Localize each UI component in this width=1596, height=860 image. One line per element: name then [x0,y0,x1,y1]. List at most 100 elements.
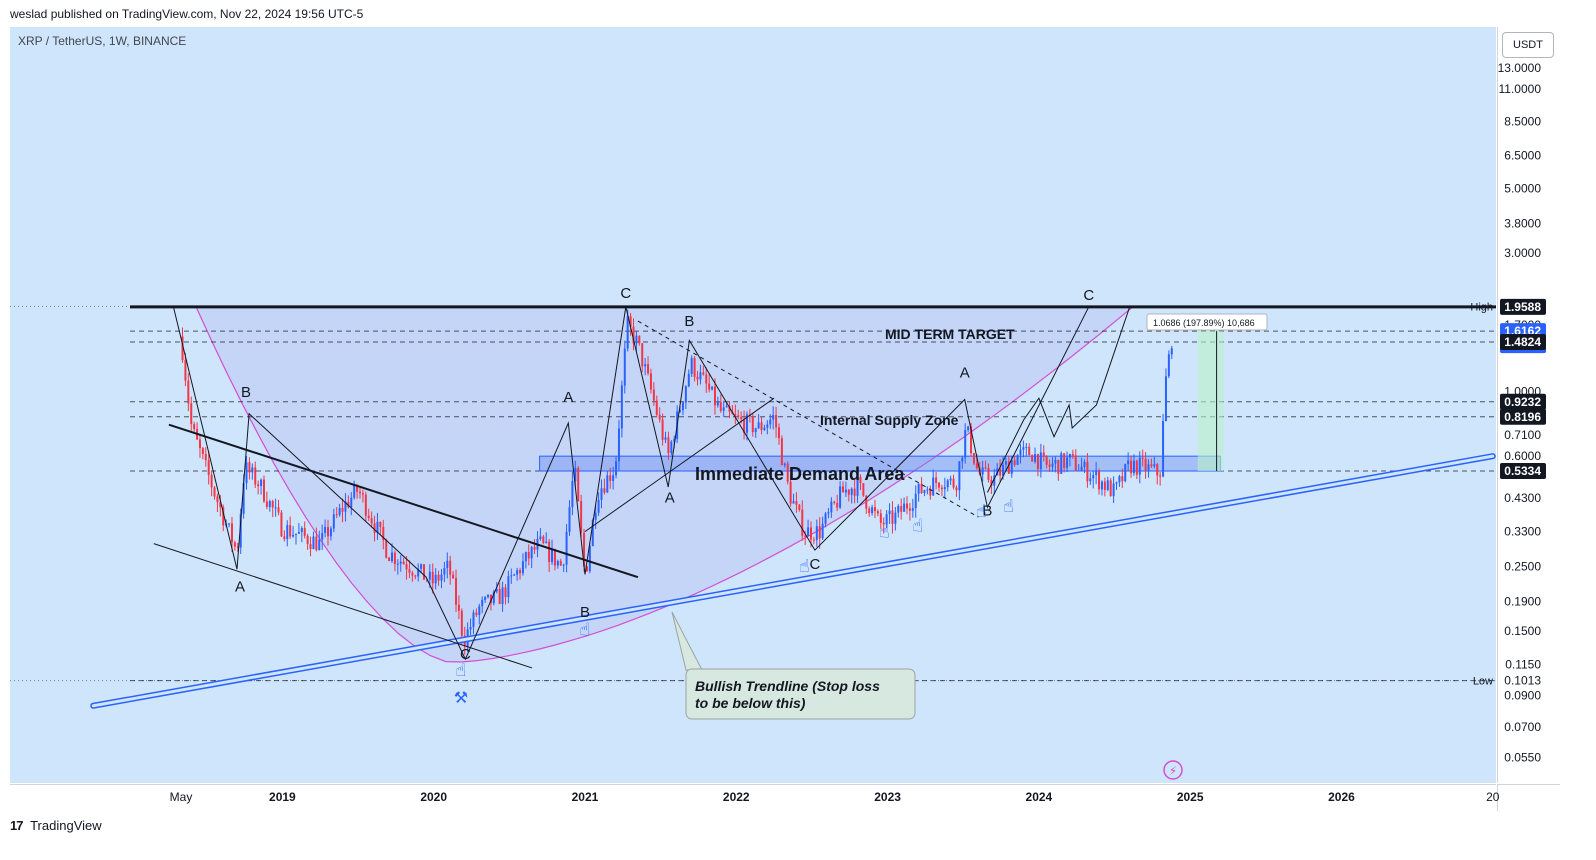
price-tick-label: 0.2500 [1504,560,1541,574]
candle [367,515,370,519]
candle [1127,460,1130,465]
candle [588,545,591,572]
candle [184,360,187,381]
candle [908,508,911,511]
candle [1031,455,1034,462]
candle [597,499,600,513]
wave-label: B [982,502,992,519]
price-tag: Low [1473,676,1493,688]
candle [210,475,213,488]
candle [487,594,490,598]
candle [239,513,242,548]
candle [321,532,324,540]
candle [1083,461,1086,467]
candle [315,536,318,551]
currency-button[interactable]: USDT [1502,32,1554,58]
candle [190,403,193,425]
price-tick-label: 0.7100 [1504,428,1541,442]
candle [594,512,597,520]
candle [294,533,297,535]
candle [565,531,568,565]
candle [868,508,871,514]
candle [734,414,737,416]
candle [1135,460,1138,475]
candle [702,372,705,375]
candle [740,416,743,420]
candle [358,491,361,494]
candle [839,486,842,508]
price-tick-label: 0.0550 [1504,751,1541,765]
candle [1106,480,1109,491]
time-tick-label: 2025 [1177,790,1204,804]
candle [318,539,321,551]
dashed-diagonal-line [637,320,979,518]
candle [1051,463,1054,467]
candle [1118,476,1121,483]
candle [236,546,239,548]
time-tick-label: 2026 [1328,790,1355,804]
candle [562,564,565,566]
candle [414,575,417,577]
candle [396,563,399,565]
price-badge [1500,393,1546,410]
candle [885,514,888,525]
candle [1156,464,1159,476]
candle [1042,452,1045,456]
candle [1086,461,1089,482]
price-tick-label: 0.0900 [1504,689,1541,703]
candle [344,501,347,512]
candle [984,467,987,469]
candle [568,507,571,532]
candle [830,501,833,513]
candle [303,528,306,536]
candle [708,383,711,390]
price-badge [1500,408,1546,425]
candle [1141,457,1144,459]
measure-label-box [1146,313,1268,331]
price-tick-label: 0.1500 [1504,624,1541,638]
candle [408,569,411,573]
candle [484,597,487,600]
price-tick-label: 0.1150 [1505,658,1541,672]
candle [1057,460,1060,474]
candle [1034,454,1037,462]
candle [795,501,798,505]
candle [530,547,533,559]
candle [1028,446,1031,456]
candle [297,531,300,534]
wave-label: B [684,313,694,330]
candle [827,512,830,514]
candle [1112,483,1115,497]
time-tick-label: 2019 [269,790,296,804]
candle [1071,454,1074,456]
mid-term-target-label: MID TERM TARGET [885,326,1015,342]
candle [687,373,690,387]
candle [789,481,792,504]
wave-label: A [563,389,573,406]
candle [952,478,955,488]
candle [1124,464,1127,482]
candle [836,502,839,508]
candle [664,437,667,440]
candle [801,509,804,536]
trendline-callout-box [685,668,916,720]
time-axis[interactable] [10,784,1496,811]
candle [338,508,341,515]
candle [193,424,196,430]
price-tag: High [1470,301,1493,313]
candle [324,526,327,533]
pointing-hand-icon: ☝ [1003,496,1014,516]
candle [1138,457,1141,475]
candle [1054,460,1057,464]
candle [521,561,524,574]
candle [882,522,885,525]
candle [539,536,542,539]
candle [1013,460,1016,465]
candle [824,513,827,524]
candle [792,501,795,504]
candle [1025,446,1028,448]
candle [809,527,812,540]
wave-zigzag-1 [172,306,627,661]
candle [722,407,725,411]
candle [804,535,807,537]
